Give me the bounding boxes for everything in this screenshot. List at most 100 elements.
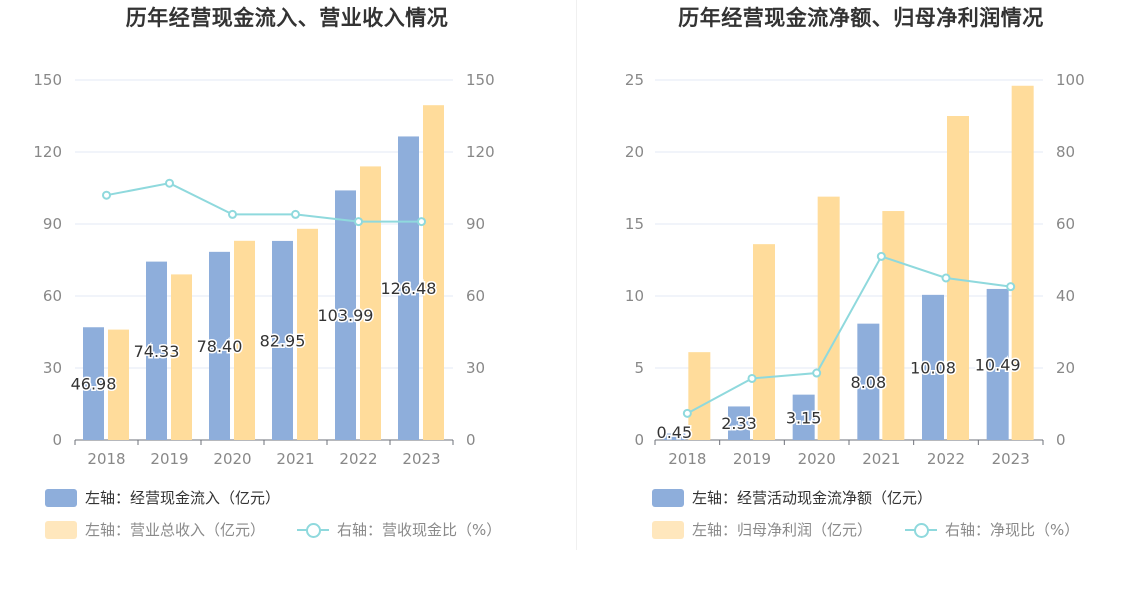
bar-blue <box>398 136 419 440</box>
line-point <box>165 178 174 188</box>
legend-item-bar2[interactable]: 左轴：营业总收入（亿元） <box>45 519 265 540</box>
y-left-tick-label: 10 <box>625 287 644 305</box>
line-point <box>682 408 692 418</box>
line-point <box>102 190 111 200</box>
y-right-tick-label: 90 <box>466 215 485 233</box>
bar-orange <box>882 211 905 440</box>
legend-swatch-orange <box>652 520 684 539</box>
data-label: 10.08 <box>910 358 956 377</box>
legend-item-bar1[interactable]: 左轴：经营活动现金流净额（亿元） <box>652 487 932 508</box>
data-label: 126.48 <box>381 279 437 298</box>
line-point <box>747 373 757 383</box>
x-tick-label: 2019 <box>733 450 771 468</box>
bar-blue <box>335 190 356 440</box>
line-point <box>354 217 363 227</box>
line-point <box>291 209 300 219</box>
y-right-tick-label: 80 <box>1056 143 1075 161</box>
legend-label: 左轴：经营现金流入（亿元） <box>85 489 281 507</box>
x-tick-label: 2018 <box>87 450 125 468</box>
y-right-tick-label: 60 <box>1056 215 1075 233</box>
legend-label: 左轴：营业总收入（亿元） <box>85 521 266 539</box>
y-left-tick-label: 150 <box>33 71 62 89</box>
x-tick-label: 2023 <box>992 450 1030 468</box>
legend-item-line[interactable]: 右轴：营收现金比（%） <box>297 519 501 540</box>
y-left-tick-label: 0 <box>634 431 644 449</box>
legend-swatch-blue <box>652 488 684 507</box>
bar-blue <box>83 327 104 440</box>
y-left-tick-label: 25 <box>625 71 644 89</box>
data-label: 82.95 <box>260 331 306 350</box>
bar-orange <box>234 240 255 440</box>
bar-orange <box>817 196 840 440</box>
bar-blue <box>209 251 230 440</box>
data-label: 3.15 <box>786 408 822 427</box>
bar-blue <box>922 294 944 440</box>
line-point <box>1006 282 1016 292</box>
chart-plot-area: 0 5 10 15 20 25 0 20 40 60 80 100 2018 2019 2020 2021 20… <box>625 71 1085 468</box>
legend-label: 左轴：经营活动现金流净额（亿元） <box>692 489 933 507</box>
bar-blue <box>146 261 167 440</box>
line-point <box>228 209 237 219</box>
bar-orange <box>753 244 775 440</box>
y-right-tick-label: 20 <box>1056 359 1075 377</box>
y-right-tick-label: 150 <box>466 71 495 89</box>
line-point <box>876 251 886 261</box>
bar-blue <box>857 323 880 440</box>
bar-orange <box>688 352 711 440</box>
data-label: 78.40 <box>197 337 243 356</box>
legend-line-icon <box>905 521 937 539</box>
x-tick-label: 2019 <box>150 450 188 468</box>
y-left-tick-label: 60 <box>43 287 62 305</box>
data-label: 8.08 <box>851 373 887 392</box>
y-left-tick-label: 20 <box>625 143 644 161</box>
y-left-tick-label: 30 <box>43 359 62 377</box>
y-left-tick-label: 0 <box>52 431 62 449</box>
bar-blue <box>663 433 686 440</box>
y-left-tick-label: 15 <box>625 215 644 233</box>
line-series <box>686 255 1011 415</box>
y-right-tick-label: 30 <box>466 359 485 377</box>
bar-orange <box>1011 85 1034 440</box>
data-label: 74.33 <box>134 342 180 361</box>
bar-orange <box>947 116 969 440</box>
legend-line-icon <box>297 521 329 539</box>
bar-orange <box>108 329 129 440</box>
y-right-tick-label: 120 <box>466 143 495 161</box>
legend-item-bar2[interactable]: 左轴：归母净利润（亿元） <box>652 519 872 540</box>
chart-title: 历年经营现金流净额、归母净利润情况 <box>678 6 1044 30</box>
data-label: 103.99 <box>318 306 374 325</box>
bar-orange <box>297 228 318 440</box>
bar-blue <box>986 288 1009 440</box>
y-left-tick-label: 90 <box>43 215 62 233</box>
x-tick-label: 2020 <box>798 450 836 468</box>
x-tick-label: 2021 <box>276 450 314 468</box>
y-right-tick-label: 60 <box>466 287 485 305</box>
bar-blue <box>792 394 815 440</box>
line-point <box>417 217 426 227</box>
legend-label: 左轴：归母净利润（亿元） <box>692 521 873 539</box>
y-left-tick-label: 120 <box>33 143 62 161</box>
legend-item-bar1[interactable]: 左轴：经营现金流入（亿元） <box>45 487 280 508</box>
y-left-tick-label: 5 <box>634 359 644 377</box>
y-right-tick-label: 100 <box>1056 71 1085 89</box>
y-right-tick-label: 0 <box>466 431 476 449</box>
bar-orange <box>171 274 192 440</box>
data-label: 10.49 <box>975 355 1021 374</box>
bar-blue <box>272 240 293 440</box>
line-series <box>106 182 422 223</box>
x-tick-label: 2022 <box>927 450 965 468</box>
legend-swatch-blue <box>45 488 77 507</box>
x-tick-label: 2021 <box>862 450 900 468</box>
bar-orange <box>360 166 381 440</box>
x-tick-label: 2023 <box>402 450 440 468</box>
legend-item-line[interactable]: 右轴：净现比（%） <box>905 519 1079 540</box>
x-tick-label: 2020 <box>213 450 251 468</box>
legend-label: 右轴：营收现金比（%） <box>337 521 502 539</box>
legend-label: 右轴：净现比（%） <box>945 521 1080 539</box>
line-point <box>812 368 822 378</box>
chart-panel-cash-inflow-revenue: 历年经营现金流入、营业收入情况 0 30 60 90 120 150 0 30 60 90 120 1… <box>33 6 501 540</box>
chart-plot-area: 0 30 60 90 120 150 0 30 60 90 120 150 2018 2019 2020 20… <box>33 71 495 468</box>
x-tick-label: 2022 <box>339 450 377 468</box>
chart-panel-net-cash-profit: 历年经营现金流净额、归母净利润情况 0 5 10 15 20 25 0 20 40 60 80 100… <box>574 0 1148 589</box>
legend-swatch-orange <box>45 520 77 539</box>
